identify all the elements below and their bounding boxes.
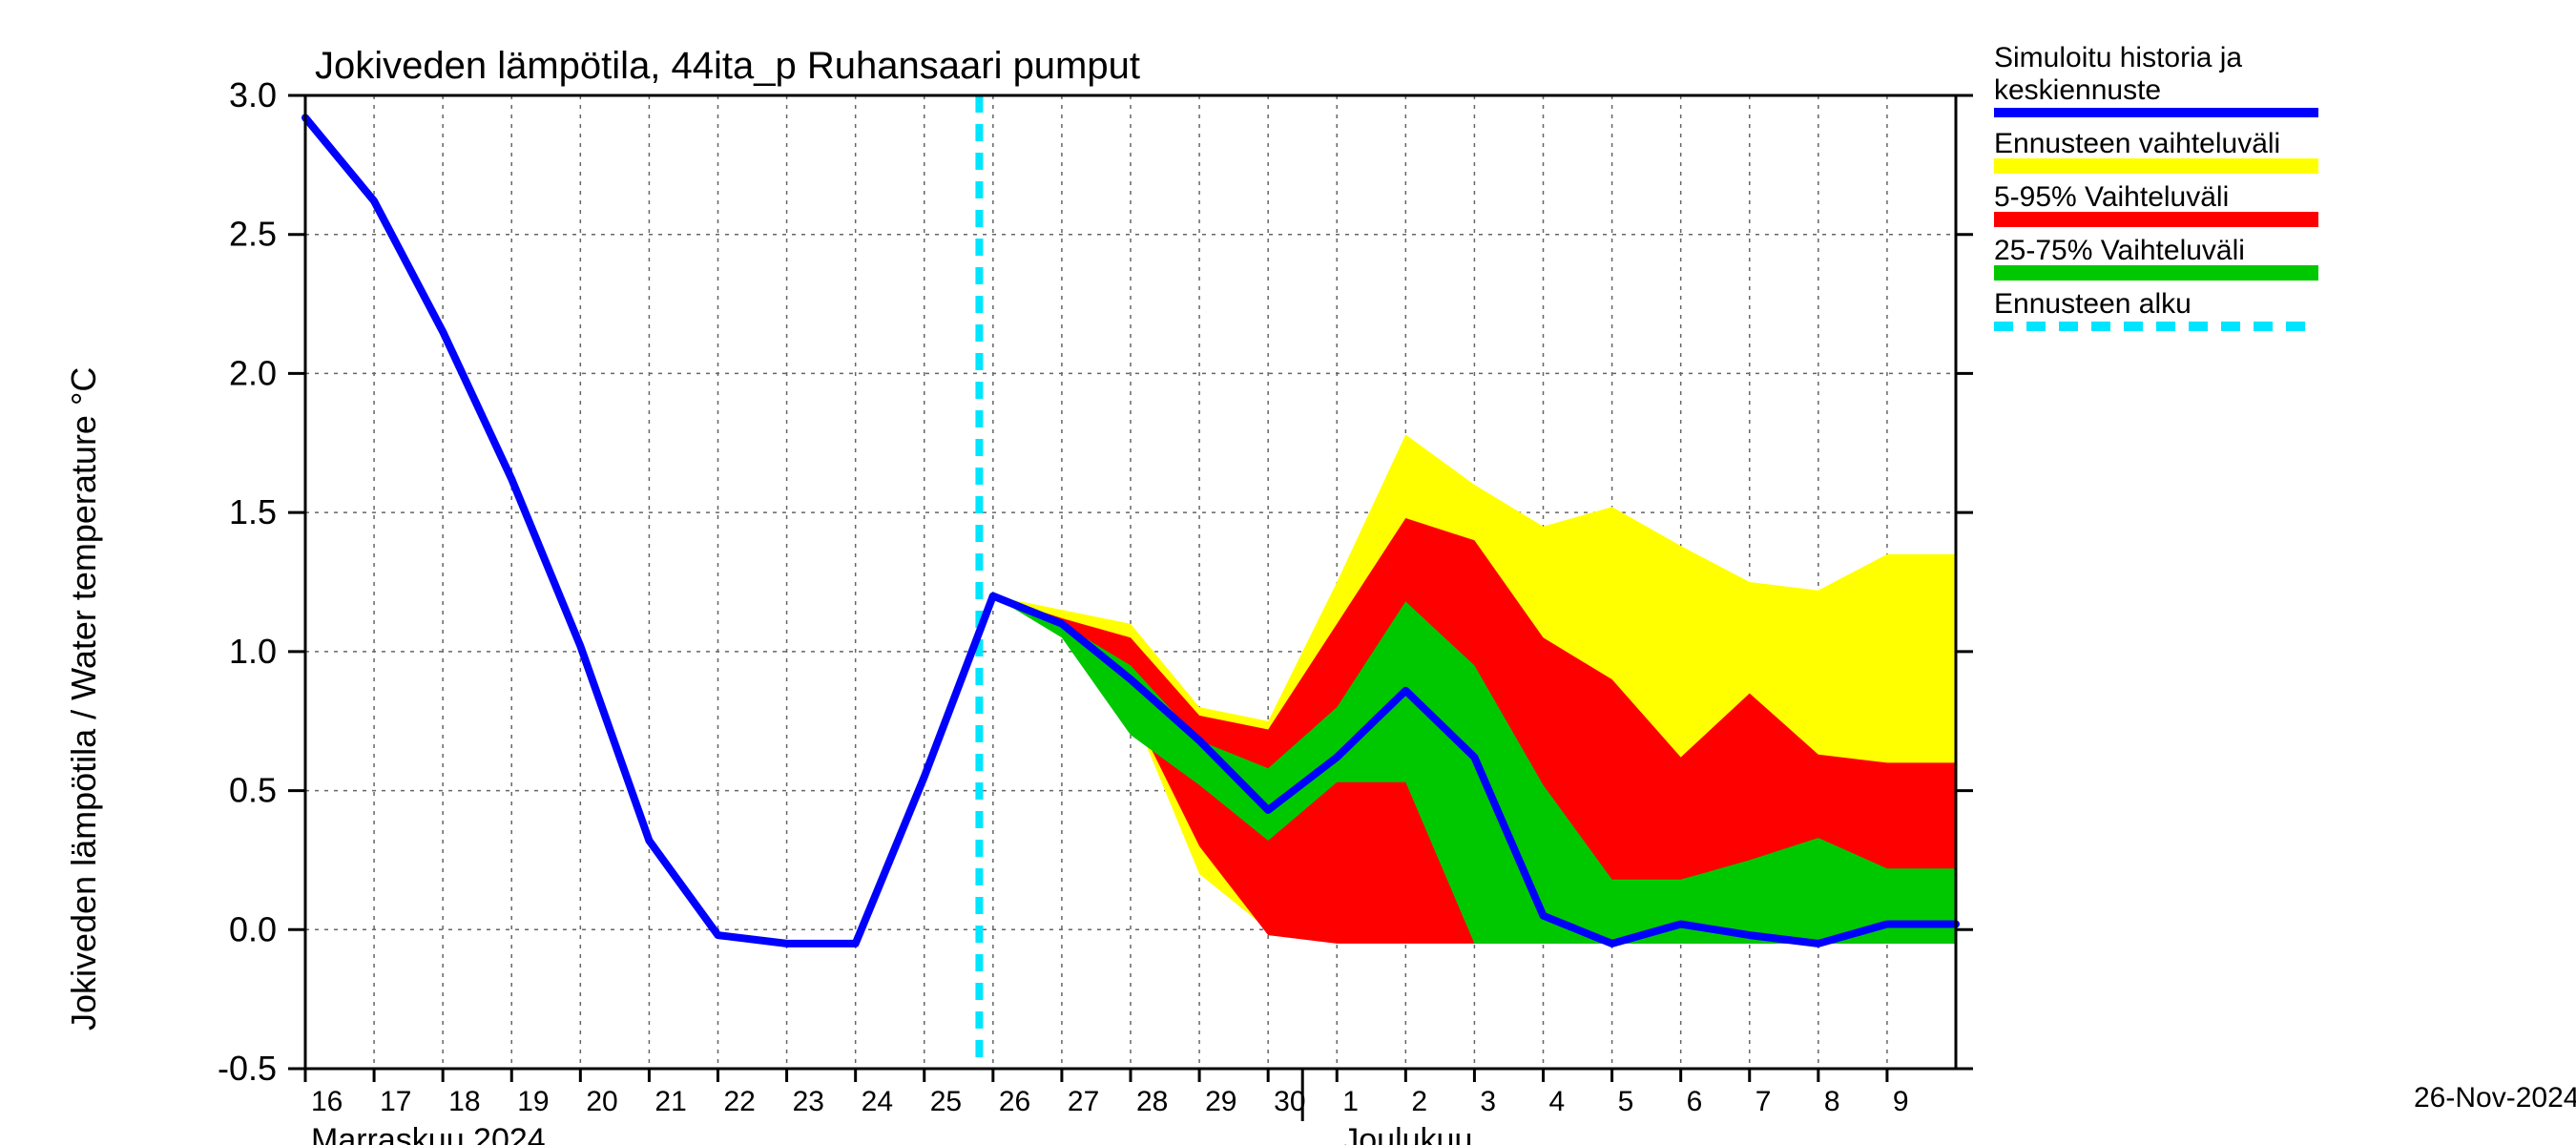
xtick-label: 26 xyxy=(999,1086,1030,1117)
ytick-label: 1.0 xyxy=(229,632,277,671)
xtick-label: 21 xyxy=(654,1086,686,1117)
xtick-label: 17 xyxy=(380,1086,411,1117)
xtick-label: 27 xyxy=(1068,1086,1099,1117)
ytick-label: 2.5 xyxy=(229,215,277,254)
xtick-label: 2 xyxy=(1411,1086,1427,1117)
chart-title: Jokiveden lämpötila, 44ita_p Ruhansaari … xyxy=(315,45,1140,87)
xtick-label: 20 xyxy=(586,1086,617,1117)
xtick-label: 9 xyxy=(1893,1086,1909,1117)
water-temp-chart: -0.50.00.51.01.52.02.53.0161718192021222… xyxy=(0,0,2576,1145)
y-axis-label: Jokiveden lämpötila / Water temperature … xyxy=(64,367,103,1030)
xtick-label: 7 xyxy=(1755,1086,1772,1117)
legend-swatch-band xyxy=(1994,265,2318,281)
xtick-label: 23 xyxy=(793,1086,824,1117)
legend-label: Ennusteen alku xyxy=(1994,288,2192,320)
xtick-label: 16 xyxy=(311,1086,343,1117)
xtick-label: 29 xyxy=(1205,1086,1236,1117)
legend-swatch-band xyxy=(1994,158,2318,174)
footer-timestamp: 26-Nov-2024 19:41 WSFS-O xyxy=(2414,1082,2576,1114)
legend-label: 25-75% Vaihteluväli xyxy=(1994,235,2245,266)
xtick-label: 4 xyxy=(1549,1086,1566,1117)
ytick-label: 1.5 xyxy=(229,492,277,531)
legend-swatch-band xyxy=(1994,212,2318,227)
legend-label: Simuloitu historia ja xyxy=(1994,42,2242,73)
xtick-label: 22 xyxy=(724,1086,756,1117)
xtick-label: 30 xyxy=(1274,1086,1305,1117)
legend-label: keskiennuste xyxy=(1994,74,2161,106)
ytick-label: -0.5 xyxy=(218,1049,277,1088)
xtick-label: 19 xyxy=(517,1086,549,1117)
xtick-label: 28 xyxy=(1136,1086,1168,1117)
month-label-fi: Joulukuu xyxy=(1342,1122,1472,1145)
xtick-label: 6 xyxy=(1687,1086,1703,1117)
xtick-label: 8 xyxy=(1824,1086,1840,1117)
xtick-label: 25 xyxy=(930,1086,962,1117)
ytick-label: 0.0 xyxy=(229,909,277,948)
xtick-label: 5 xyxy=(1618,1086,1634,1117)
ytick-label: 2.0 xyxy=(229,353,277,392)
ytick-label: 0.5 xyxy=(229,771,277,810)
legend-label: Ennusteen vaihteluväli xyxy=(1994,128,2280,159)
legend-label: 5-95% Vaihteluväli xyxy=(1994,181,2229,213)
xtick-label: 3 xyxy=(1480,1086,1496,1117)
xtick-label: 18 xyxy=(448,1086,480,1117)
xtick-label: 1 xyxy=(1342,1086,1359,1117)
month-label-fi: Marraskuu 2024 xyxy=(311,1122,546,1145)
xtick-label: 24 xyxy=(862,1086,893,1117)
ytick-label: 3.0 xyxy=(229,75,277,114)
